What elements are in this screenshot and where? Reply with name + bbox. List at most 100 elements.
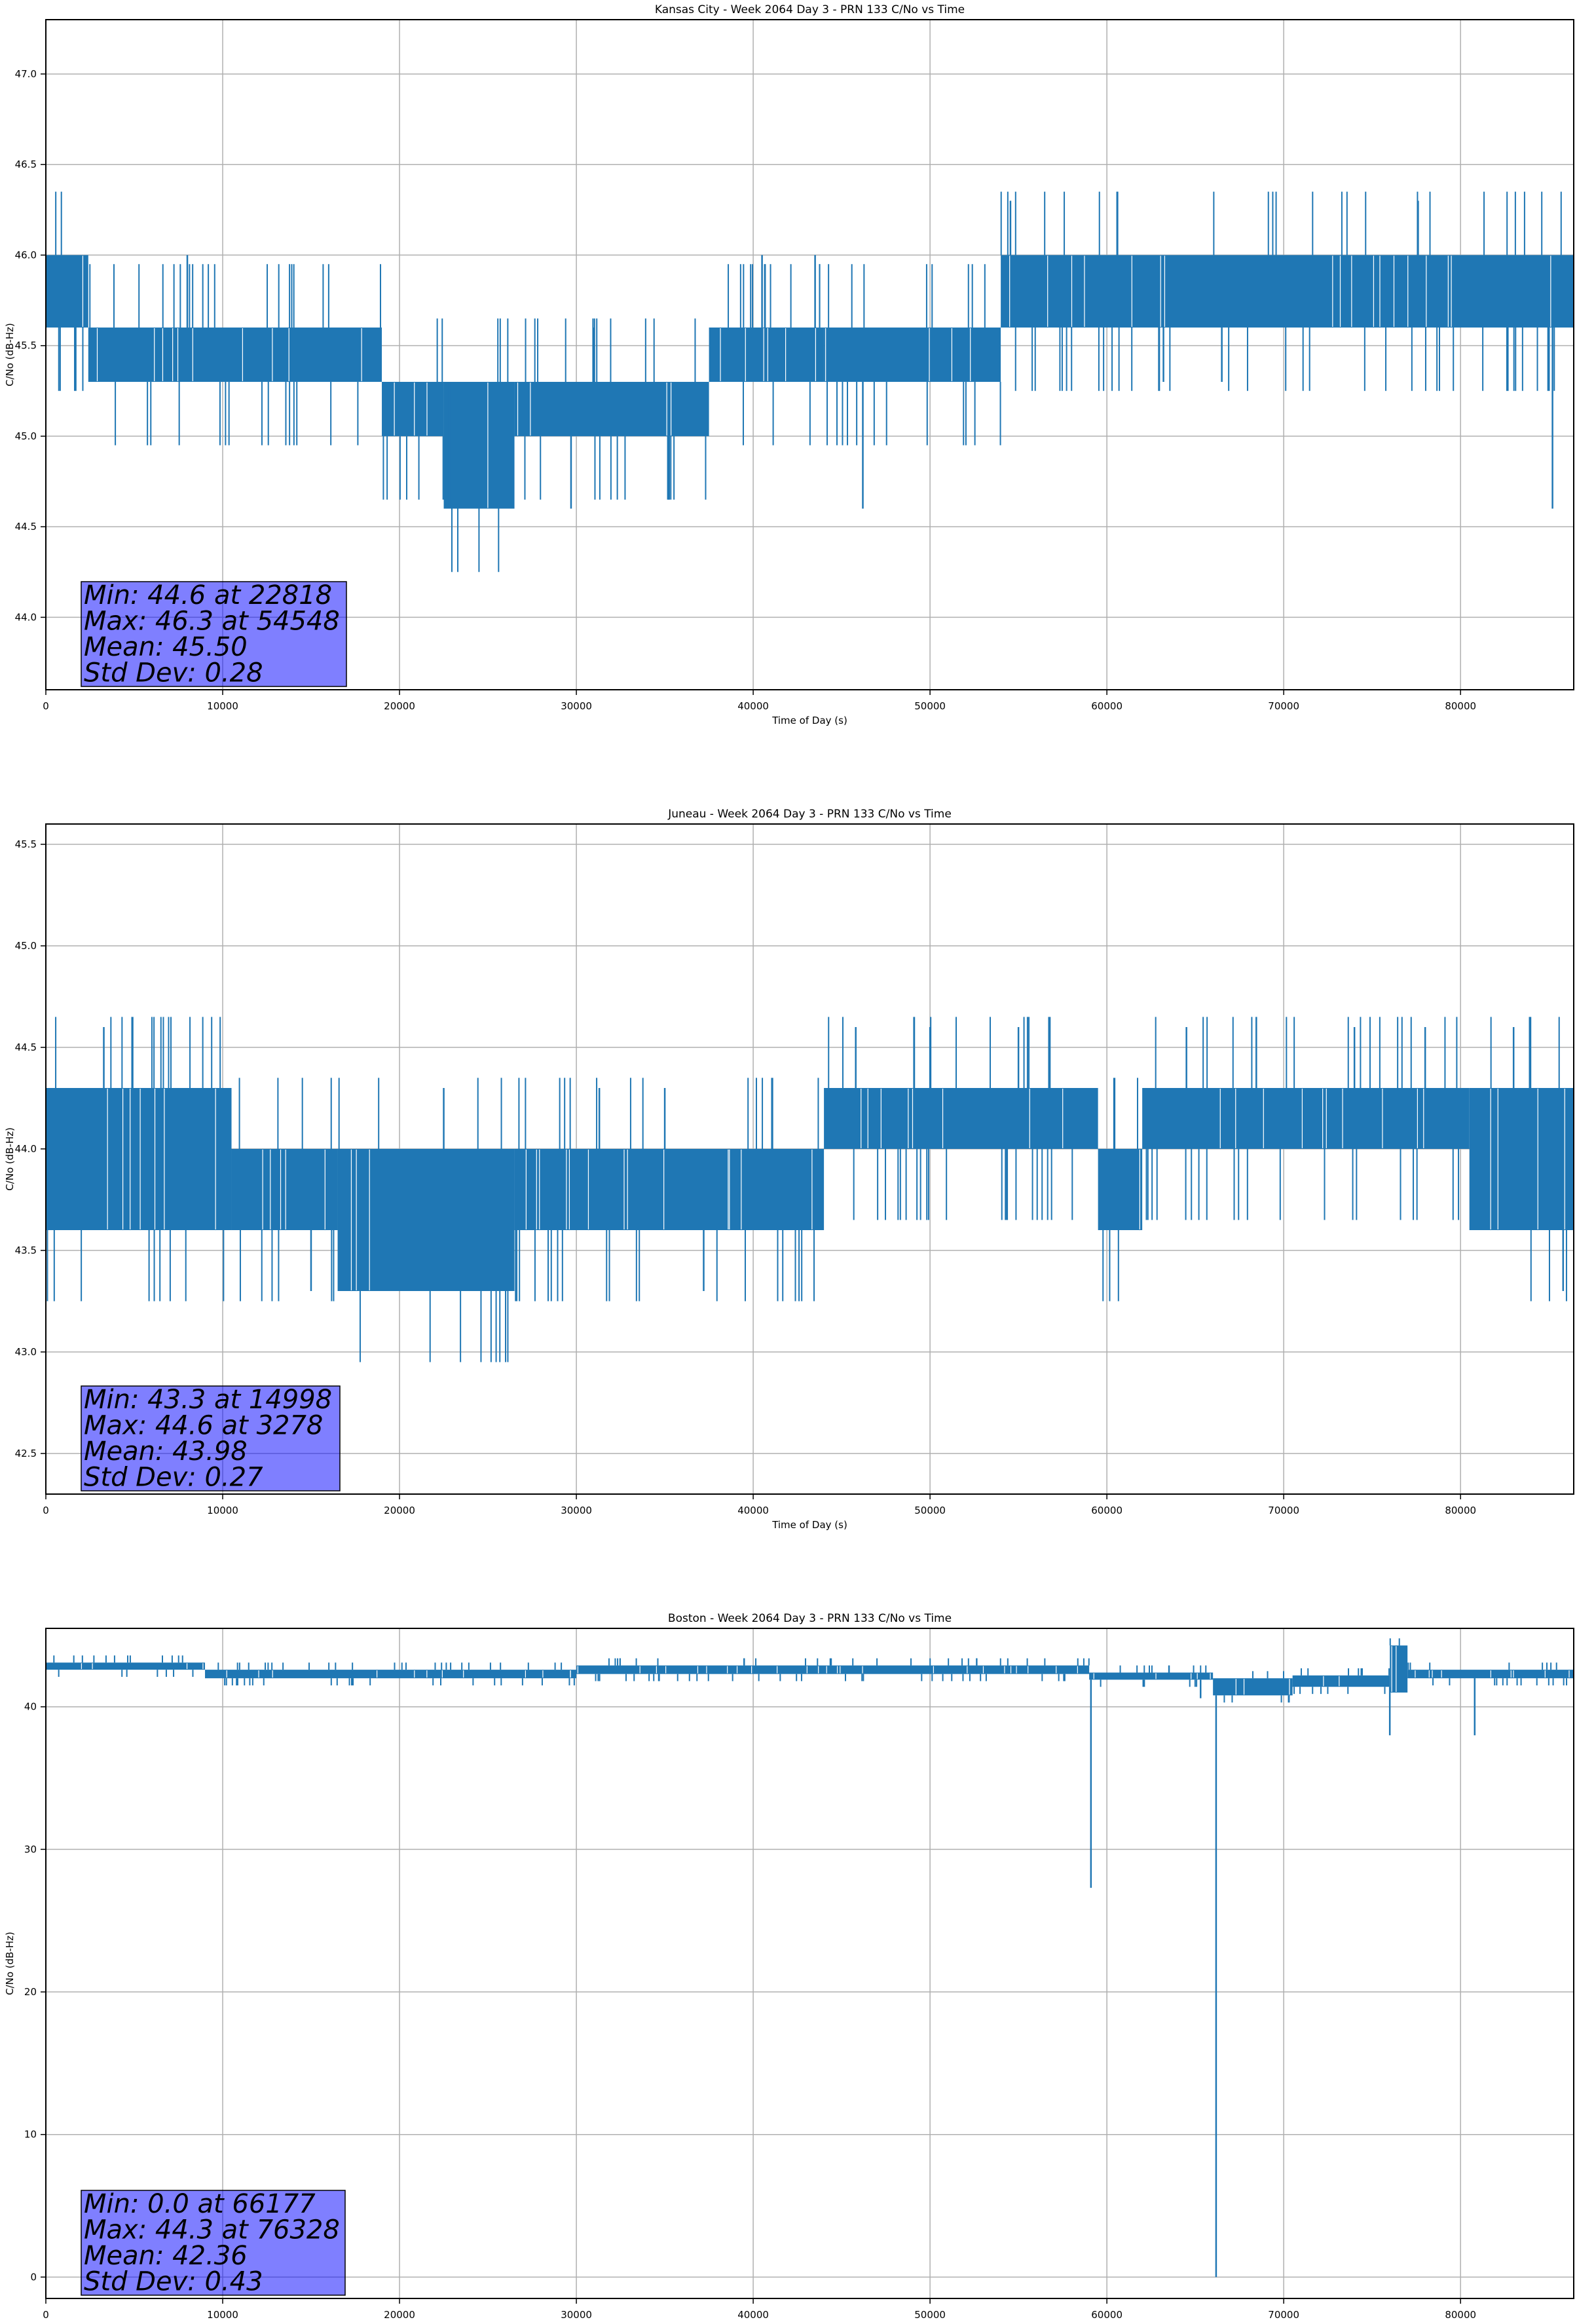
- y-tick-label: 45.5: [15, 340, 37, 352]
- stats-line: Mean: 42.36: [84, 2241, 248, 2271]
- x-tick-label: 0: [43, 700, 49, 712]
- band-segment: [337, 1149, 515, 1291]
- axes-frame: [45, 823, 1574, 1495]
- x-tick-label: 50000: [914, 2309, 946, 2321]
- axes-frame: [45, 19, 1574, 690]
- x-tick-label: 60000: [1091, 2309, 1122, 2321]
- band-segment: [443, 381, 515, 509]
- chart-panel-2: 0 10000 20000 30000 40000 50000 60000 70000 8000…: [4, 808, 1574, 1531]
- chart-title: Kansas City - Week 2064 Day 3 - PRN 133 …: [655, 3, 965, 16]
- stats-line: Min: 43.3 at 14998: [84, 1385, 332, 1415]
- band-segment: [1001, 255, 1574, 328]
- y-axis-label: C/No (dB-Hz): [4, 323, 16, 386]
- x-tick-label: 30000: [561, 2309, 592, 2321]
- x-tick-label: 50000: [914, 1505, 946, 1516]
- band-segment: [1469, 1088, 1574, 1230]
- x-tick-label: 30000: [561, 700, 592, 712]
- y-tick-label: 20: [24, 1986, 37, 1998]
- band-segment: [46, 255, 88, 328]
- x-axis-label: Time of Day (s): [771, 715, 847, 726]
- y-tick-label: 45.0: [15, 430, 37, 442]
- axes-frame: [45, 1628, 1574, 2299]
- x-tick-label: 50000: [914, 700, 946, 712]
- y-tick-label: 10: [24, 2129, 37, 2141]
- band-segment: [1142, 1088, 1470, 1149]
- x-tick-label: 70000: [1268, 1505, 1299, 1516]
- x-tick-label: 80000: [1445, 2309, 1476, 2321]
- data-series: [46, 1638, 1574, 2277]
- stats-line: Max: 44.3 at 76328: [84, 2215, 340, 2245]
- x-tick-label: 10000: [207, 1505, 238, 1516]
- band-segment: [382, 381, 444, 436]
- y-tick-label: 44.5: [15, 1041, 37, 1053]
- stats-line: Max: 44.6 at 3278: [84, 1411, 323, 1441]
- x-tick-label: 0: [43, 2309, 49, 2321]
- stats-box: [81, 581, 347, 687]
- x-tick-label: 60000: [1091, 700, 1122, 712]
- stats-line: Max: 46.3 at 54548: [84, 607, 340, 637]
- x-tick-label: 20000: [384, 2309, 415, 2321]
- chart-title: Boston - Week 2064 Day 3 - PRN 133 C/No …: [668, 1612, 952, 1625]
- band-segment: [1292, 1675, 1390, 1687]
- data-series: [46, 1017, 1574, 1362]
- band-segment: [1098, 1149, 1143, 1230]
- stats-line: Std Dev: 0.43: [84, 2267, 263, 2297]
- y-tick-label: 0: [30, 2271, 37, 2283]
- x-tick-label: 0: [43, 1505, 49, 1516]
- chart-panel-3: 0 10000 20000 30000 40000 50000 60000 70000 8000…: [4, 1612, 1574, 2324]
- y-tick-label: 46.5: [15, 159, 37, 170]
- band-segment: [514, 1149, 825, 1230]
- x-tick-label: 80000: [1445, 1505, 1476, 1516]
- y-tick-label: 46.0: [15, 249, 37, 261]
- stats-line: Std Dev: 0.27: [84, 1463, 263, 1493]
- band-segment: [205, 1670, 577, 1679]
- stats-line: Mean: 43.98: [84, 1436, 248, 1467]
- x-tick-label: 40000: [737, 700, 769, 712]
- y-tick-label: 45.0: [15, 940, 37, 952]
- x-axis-label: Time of Day (s): [771, 1519, 847, 1531]
- stats-line: Min: 44.6 at 22818: [84, 580, 332, 610]
- y-tick-label: 47.0: [15, 68, 37, 80]
- x-tick-label: 20000: [384, 700, 415, 712]
- y-tick-label: 44.0: [15, 611, 37, 623]
- band-segment: [1213, 1678, 1293, 1696]
- stats-box: [81, 2190, 346, 2296]
- x-tick-label: 60000: [1091, 1505, 1122, 1516]
- stats-line: Std Dev: 0.28: [84, 658, 263, 688]
- x-tick-label: 70000: [1268, 2309, 1299, 2321]
- x-tick-label: 10000: [207, 2309, 238, 2321]
- y-tick-label: 30: [24, 1843, 37, 1855]
- data-series: [46, 191, 1574, 572]
- y-tick-label: 44.5: [15, 521, 37, 533]
- band-segment: [514, 381, 709, 436]
- x-tick-label: 80000: [1445, 700, 1476, 712]
- band-segment: [231, 1149, 338, 1230]
- x-tick-label: 20000: [384, 1505, 415, 1516]
- y-tick-label: 45.5: [15, 838, 37, 850]
- band-segment: [709, 328, 825, 382]
- band-segment: [46, 1662, 206, 1670]
- x-tick-label: 10000: [207, 700, 238, 712]
- y-tick-label: 42.5: [15, 1448, 37, 1459]
- y-tick-label: 40: [24, 1701, 37, 1713]
- band-segment: [88, 328, 382, 382]
- x-tick-label: 30000: [561, 1505, 592, 1516]
- chart-title: Juneau - Week 2064 Day 3 - PRN 133 C/No …: [667, 808, 952, 821]
- y-tick-label: 43.0: [15, 1346, 37, 1358]
- band-segment: [1089, 1672, 1214, 1680]
- y-axis-label: C/No (dB-Hz): [4, 1932, 16, 1995]
- x-tick-label: 40000: [737, 2309, 769, 2321]
- chart-panel-1: 0 10000 20000 30000 40000 50000 60000 70000 8000…: [4, 3, 1574, 726]
- stats-line: Mean: 45.50: [84, 632, 248, 662]
- band-segment: [824, 1088, 1098, 1149]
- y-tick-label: 44.0: [15, 1143, 37, 1155]
- band-segment: [576, 1665, 1090, 1674]
- band-segment: [1390, 1645, 1408, 1693]
- stats-box: [81, 1385, 341, 1491]
- x-tick-label: 70000: [1268, 700, 1299, 712]
- y-axis-label: C/No (dB-Hz): [4, 1127, 16, 1191]
- x-tick-label: 40000: [737, 1505, 769, 1516]
- band-segment: [46, 1088, 232, 1230]
- band-segment: [824, 328, 1001, 382]
